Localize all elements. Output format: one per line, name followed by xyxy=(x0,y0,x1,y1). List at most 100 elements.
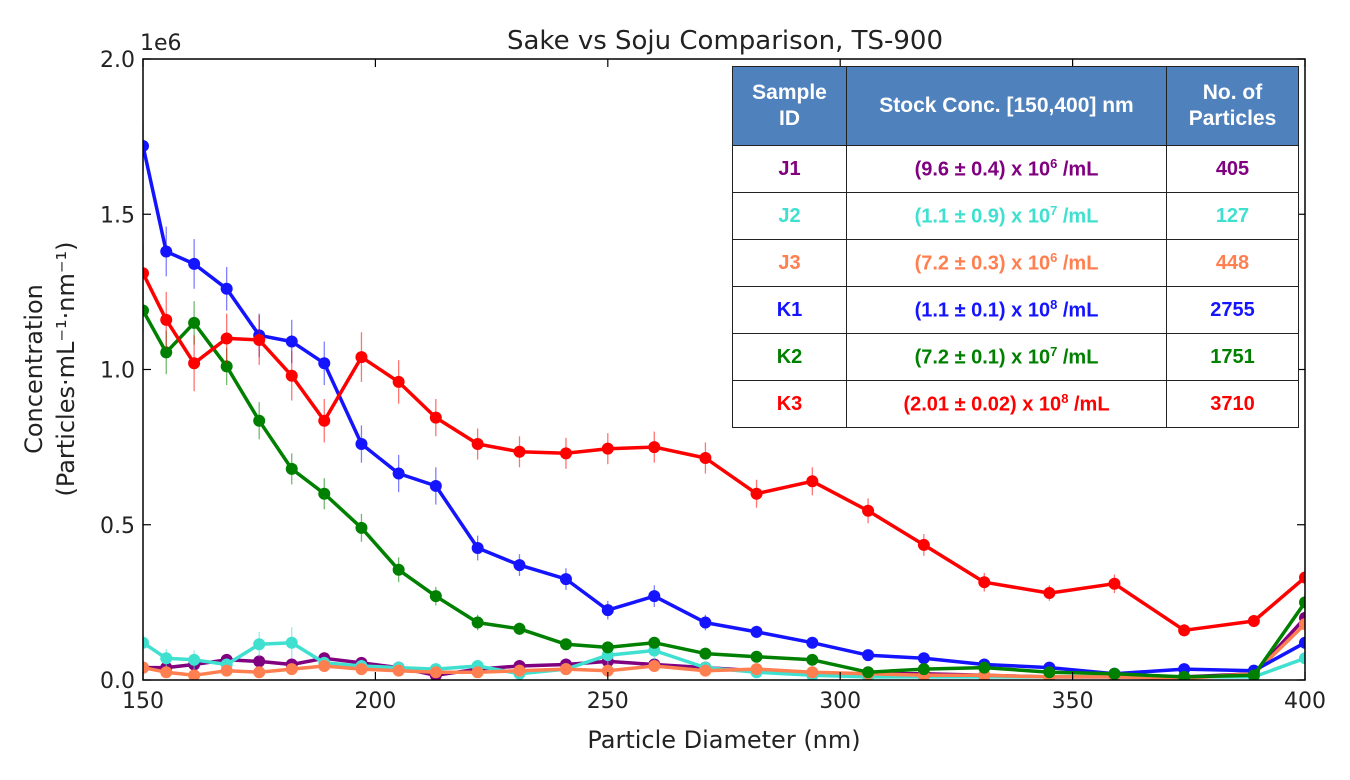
series-k3 xyxy=(143,245,1305,637)
data-point xyxy=(143,139,149,152)
data-point xyxy=(220,282,233,295)
legend-table-wrap: Sample ID Stock Conc. [150,400] nm No. of… xyxy=(732,66,1299,428)
legend-row: J1 (9.6 ± 0.4) x 106 /mL 405 xyxy=(732,145,1299,193)
data-point xyxy=(1043,587,1056,600)
header-no-particles: No. of Particles xyxy=(1166,66,1299,146)
data-point xyxy=(699,664,712,677)
data-point xyxy=(1043,666,1056,679)
data-point xyxy=(160,313,173,326)
series-k2 xyxy=(143,288,1305,680)
legend-particle-count: 3710 xyxy=(1166,380,1299,428)
data-point xyxy=(143,636,149,649)
data-point xyxy=(806,653,819,666)
legend-particle-count: 448 xyxy=(1166,239,1299,287)
data-point xyxy=(355,663,368,676)
data-point xyxy=(355,351,368,364)
data-point xyxy=(143,661,149,674)
data-point xyxy=(1178,624,1191,637)
data-point xyxy=(1178,670,1191,680)
data-point xyxy=(392,375,405,388)
legend-sample-id: K2 xyxy=(732,333,847,381)
legend-stock-conc: (7.2 ± 0.3) x 106 /mL xyxy=(846,239,1167,287)
data-point xyxy=(806,636,819,649)
data-point xyxy=(392,467,405,480)
data-point xyxy=(750,663,763,676)
data-point xyxy=(160,666,173,679)
data-point xyxy=(1247,615,1260,628)
data-point xyxy=(253,638,266,651)
data-point xyxy=(471,542,484,555)
data-point xyxy=(471,616,484,629)
data-point xyxy=(559,638,572,651)
y-tick-label: 2.0 xyxy=(100,48,135,73)
data-point xyxy=(978,661,991,674)
legend-particle-count: 2755 xyxy=(1166,286,1299,334)
legend-table: Sample ID Stock Conc. [150,400] nm No. of… xyxy=(732,66,1299,428)
data-point xyxy=(188,357,201,370)
data-point xyxy=(355,438,368,451)
data-point xyxy=(1108,667,1121,680)
data-point xyxy=(429,411,442,424)
x-tick-label: 400 xyxy=(1284,689,1326,714)
x-tick-label: 200 xyxy=(354,689,396,714)
data-point xyxy=(917,652,930,665)
data-point xyxy=(392,664,405,677)
legend-header-row: Sample ID Stock Conc. [150,400] nm No. of… xyxy=(732,66,1299,146)
legend-sample-id: J1 xyxy=(732,145,847,193)
data-point xyxy=(978,576,991,589)
data-point xyxy=(285,462,298,475)
data-point xyxy=(917,663,930,676)
data-point xyxy=(471,666,484,679)
x-tick-label: 300 xyxy=(819,689,861,714)
data-point xyxy=(559,573,572,586)
data-point xyxy=(318,357,331,370)
series-line-k3 xyxy=(143,272,1305,633)
y-axis-label-line2: (Particles·mL⁻¹·nm⁻¹) xyxy=(52,241,80,496)
legend-stock-conc: (9.6 ± 0.4) x 106 /mL xyxy=(846,145,1167,193)
data-point xyxy=(285,636,298,649)
legend-row: K3 (2.01 ± 0.02) x 108 /mL 3710 xyxy=(732,380,1299,428)
y-tick-label: 0.5 xyxy=(100,514,135,539)
data-point xyxy=(160,346,173,359)
chart-title: Sake vs Soju Comparison, TS-900 xyxy=(507,26,943,56)
legend-particle-count: 1751 xyxy=(1166,333,1299,381)
series-line-j3 xyxy=(143,622,1305,680)
data-point xyxy=(429,666,442,679)
legend-sample-id: J2 xyxy=(732,192,847,240)
legend-sample-id: J3 xyxy=(732,239,847,287)
data-point xyxy=(648,636,661,649)
data-point xyxy=(188,653,201,666)
legend-particle-count: 405 xyxy=(1166,145,1299,193)
data-point xyxy=(220,664,233,677)
data-point xyxy=(318,487,331,500)
data-point xyxy=(513,445,526,458)
legend-stock-conc: (1.1 ± 0.9) x 107 /mL xyxy=(846,192,1167,240)
data-point xyxy=(917,538,930,551)
data-point xyxy=(601,604,614,617)
data-point xyxy=(750,487,763,500)
y-tick-label: 0.0 xyxy=(100,669,135,694)
y-offset-label: 1e6 xyxy=(140,31,182,56)
x-tick-label: 350 xyxy=(1052,689,1094,714)
legend-stock-conc: (1.1 ± 0.1) x 108 /mL xyxy=(846,286,1167,334)
data-point xyxy=(285,369,298,382)
data-point xyxy=(1299,652,1305,665)
x-tick-label: 250 xyxy=(587,689,629,714)
x-axis-label: Particle Diameter (nm) xyxy=(587,726,860,754)
data-point xyxy=(559,663,572,676)
header-stock-conc: Stock Conc. [150,400] nm xyxy=(846,66,1167,146)
legend-row: K1 (1.1 ± 0.1) x 108 /mL 2755 xyxy=(732,286,1299,334)
y-axis-label-line1: Concentration xyxy=(20,284,48,454)
series-line-k2 xyxy=(143,309,1305,679)
data-point xyxy=(750,650,763,663)
data-point xyxy=(1108,577,1121,590)
x-tick-label: 150 xyxy=(122,689,164,714)
legend-particle-count: 127 xyxy=(1166,192,1299,240)
data-point xyxy=(318,414,331,427)
data-point xyxy=(750,625,763,638)
data-point xyxy=(806,475,819,488)
data-point xyxy=(253,655,266,668)
data-point xyxy=(648,660,661,673)
data-point xyxy=(471,438,484,451)
data-point xyxy=(601,641,614,654)
